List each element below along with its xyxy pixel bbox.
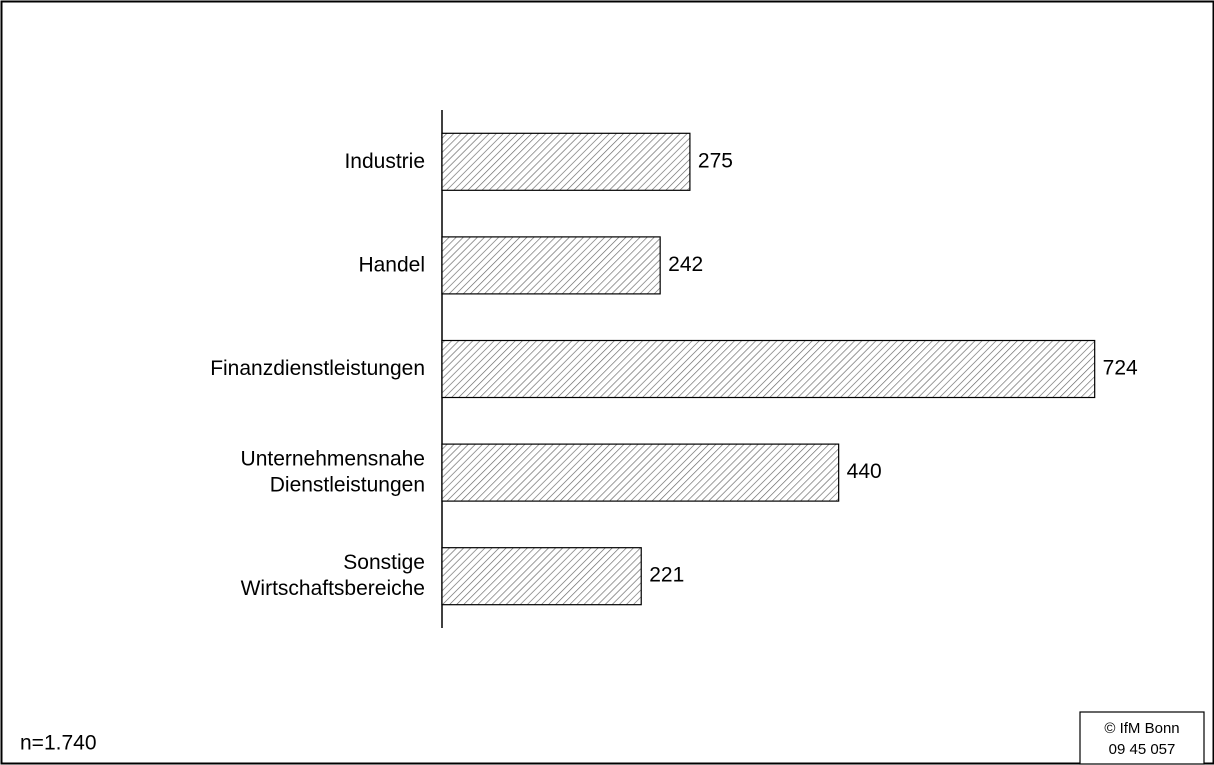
data-label: 242: [668, 253, 703, 276]
category-label: Handel: [358, 253, 425, 276]
bar: [441, 547, 642, 606]
data-label: 221: [649, 564, 684, 587]
bar: [441, 339, 1096, 399]
data-label: 724: [1103, 357, 1138, 380]
data-label: 440: [847, 460, 882, 483]
bar: [441, 443, 840, 502]
note: n=1.740: [20, 732, 97, 755]
category-label: Finanzdienstleistungen: [210, 357, 425, 380]
source: © IfM Bonn: [1104, 720, 1179, 737]
category-label: Industrie: [344, 149, 425, 172]
source: 09 45 057: [1109, 741, 1176, 758]
data-label: 275: [698, 149, 733, 172]
bar: [441, 236, 661, 295]
category-label: Sonstige Wirtschaftsbereiche: [241, 551, 425, 600]
category-label: Unternehmensnahe Dienstleistungen: [241, 447, 425, 496]
source-box: [1079, 711, 1205, 765]
bar: [441, 132, 691, 191]
